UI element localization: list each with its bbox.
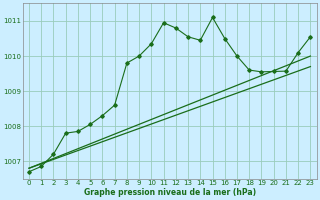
X-axis label: Graphe pression niveau de la mer (hPa): Graphe pression niveau de la mer (hPa): [84, 188, 256, 197]
